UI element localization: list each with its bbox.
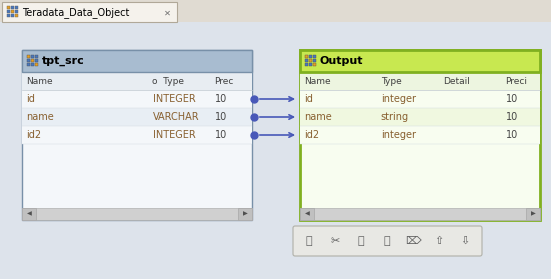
Text: id2: id2 xyxy=(304,130,319,140)
Bar xyxy=(35,55,38,58)
Bar xyxy=(15,10,18,13)
Bar xyxy=(27,55,30,58)
Text: 10: 10 xyxy=(214,94,227,104)
Text: ▶: ▶ xyxy=(242,211,247,217)
Bar xyxy=(27,59,30,62)
Bar xyxy=(11,10,14,13)
Bar xyxy=(313,59,316,62)
Text: Name: Name xyxy=(26,76,53,85)
Text: ◀: ◀ xyxy=(26,211,31,217)
Bar xyxy=(300,90,540,108)
Bar xyxy=(300,108,540,126)
Text: 10: 10 xyxy=(506,130,518,140)
Text: id2: id2 xyxy=(26,130,41,140)
Bar xyxy=(526,208,540,220)
Text: ⧉: ⧉ xyxy=(358,236,364,246)
Bar xyxy=(305,55,308,58)
Bar xyxy=(11,6,14,9)
Text: integer: integer xyxy=(381,130,416,140)
Text: name: name xyxy=(26,112,54,122)
Bar xyxy=(300,208,314,220)
Bar xyxy=(300,208,540,220)
Bar xyxy=(31,59,34,62)
Text: VARCHAR: VARCHAR xyxy=(153,112,199,122)
Bar xyxy=(300,50,540,72)
Text: Preci: Preci xyxy=(506,76,528,85)
Bar xyxy=(309,55,312,58)
Bar xyxy=(22,50,252,72)
Bar xyxy=(305,63,308,66)
Bar xyxy=(300,50,540,220)
Text: Prec: Prec xyxy=(214,76,234,85)
Text: name: name xyxy=(304,112,332,122)
Text: ⧉: ⧉ xyxy=(383,236,390,246)
Bar xyxy=(31,55,34,58)
Text: tpt_src: tpt_src xyxy=(42,56,85,66)
Bar xyxy=(2,2,177,22)
Bar xyxy=(7,14,10,17)
Text: Teradata_Data_Object: Teradata_Data_Object xyxy=(22,8,129,18)
Text: 10: 10 xyxy=(506,94,518,104)
Text: string: string xyxy=(381,112,409,122)
Text: 10: 10 xyxy=(214,112,227,122)
Text: id: id xyxy=(304,94,313,104)
Text: id: id xyxy=(26,94,35,104)
Text: ⇧: ⇧ xyxy=(434,236,444,246)
Bar xyxy=(313,63,316,66)
Text: Detail: Detail xyxy=(443,76,470,85)
Text: INTEGER: INTEGER xyxy=(153,94,195,104)
Text: ⇩: ⇩ xyxy=(460,236,469,246)
Bar xyxy=(300,126,540,144)
Text: 10: 10 xyxy=(214,130,227,140)
Text: INTEGER: INTEGER xyxy=(153,130,195,140)
Text: ⎘: ⎘ xyxy=(306,236,312,246)
Bar xyxy=(22,208,252,220)
Bar xyxy=(31,63,34,66)
Text: ◀: ◀ xyxy=(305,211,309,217)
Bar xyxy=(11,14,14,17)
Bar xyxy=(22,50,252,220)
Bar xyxy=(15,6,18,9)
FancyBboxPatch shape xyxy=(293,226,482,256)
Bar xyxy=(22,90,252,108)
Bar xyxy=(15,14,18,17)
Text: ⌦: ⌦ xyxy=(405,236,421,246)
Bar xyxy=(22,208,36,220)
Bar xyxy=(305,59,308,62)
Text: integer: integer xyxy=(381,94,416,104)
Bar xyxy=(27,63,30,66)
Text: Output: Output xyxy=(320,56,364,66)
Bar xyxy=(0,0,551,22)
Bar xyxy=(22,108,252,126)
Text: ✂: ✂ xyxy=(330,236,339,246)
Text: ▶: ▶ xyxy=(531,211,536,217)
Bar xyxy=(313,55,316,58)
Bar xyxy=(238,208,252,220)
Bar xyxy=(22,72,252,90)
Bar xyxy=(300,72,540,90)
Bar xyxy=(22,126,252,144)
Bar xyxy=(35,63,38,66)
Text: ✕: ✕ xyxy=(164,8,170,18)
Bar xyxy=(7,10,10,13)
Bar xyxy=(309,63,312,66)
Text: 10: 10 xyxy=(506,112,518,122)
Bar xyxy=(309,59,312,62)
Text: Type: Type xyxy=(381,76,402,85)
Text: Name: Name xyxy=(304,76,331,85)
Bar xyxy=(7,6,10,9)
Bar xyxy=(35,59,38,62)
Text: o  Type: o Type xyxy=(153,76,185,85)
